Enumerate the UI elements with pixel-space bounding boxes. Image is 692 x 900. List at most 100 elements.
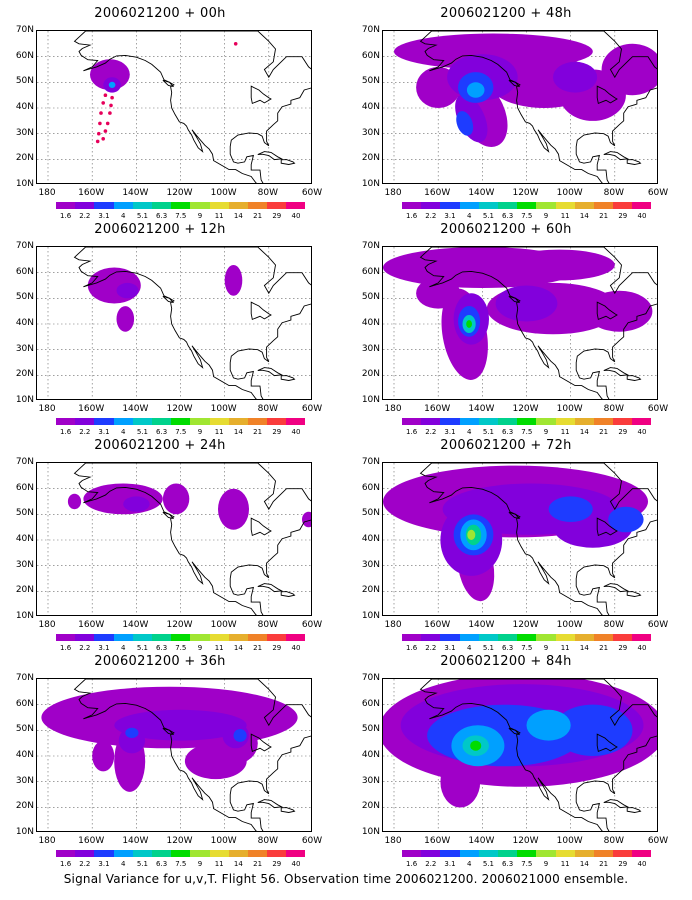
map-area — [36, 462, 312, 616]
latitude-label: 20N — [15, 153, 34, 164]
colorbar-label: 6.3 — [502, 860, 514, 868]
colorbar-swatch — [286, 418, 306, 425]
colorbar-swatch — [459, 202, 479, 209]
longitude-label: 80W — [257, 836, 279, 846]
observation-point — [105, 121, 110, 126]
map-area — [382, 462, 658, 616]
variance-map — [383, 31, 657, 183]
latitude-label: 70N — [15, 241, 34, 251]
latitude-label: 50N — [361, 76, 380, 87]
colorbar-swatch — [75, 634, 95, 641]
colorbar-swatch — [209, 202, 229, 209]
map-panel: 2006021200 + 72h 70N 60N 50N 40N 30N 20N 10N 180… — [346, 438, 668, 652]
colorbar-label: 11 — [214, 644, 224, 652]
colorbar-label: 21 — [253, 644, 263, 652]
colorbar-label: 40 — [637, 860, 647, 868]
longitude-label: 60W — [647, 404, 669, 414]
longitude-label: 160W — [78, 188, 105, 198]
longitude-label: 160W — [78, 620, 105, 630]
colorbar-label: 5.1 — [482, 860, 494, 868]
longitude-label: 180 — [38, 836, 56, 846]
map-panel: 2006021200 + 48h 70N 60N 50N 40N 30N 20N 10N 180… — [346, 6, 668, 220]
panel-title: 2006021200 + 84h — [440, 654, 572, 669]
longitude-label: 180 — [38, 188, 56, 198]
colorbar-swatch — [459, 634, 479, 641]
colorbar-label: 21 — [599, 212, 609, 220]
colorbar-swatch — [132, 634, 152, 641]
colorbar-swatch — [94, 634, 114, 641]
colorbar-swatch — [517, 418, 537, 425]
latitude-label: 40N — [361, 318, 380, 328]
colorbar-label: 9 — [197, 212, 203, 220]
colorbar-label: 2.2 — [425, 428, 437, 436]
longitude-label: 100W — [556, 404, 583, 414]
colorbar-swatch — [94, 850, 114, 857]
observation-point — [98, 121, 102, 126]
colorbar-swatch — [267, 202, 287, 209]
latitude-label: 20N — [15, 801, 34, 812]
longitude-label: 140W — [122, 836, 149, 846]
colorbar-swatch — [402, 202, 422, 209]
colorbar-swatch — [440, 418, 460, 425]
colorbar-swatch — [228, 634, 248, 641]
colorbar-swatch — [267, 418, 287, 425]
longitude-label: 120W — [512, 404, 539, 414]
colorbar-swatch — [440, 634, 460, 641]
colorbar-label: 40 — [291, 212, 301, 220]
colorbar-swatch — [171, 850, 191, 857]
longitude-label: 120W — [166, 404, 193, 414]
colorbar-swatch — [632, 202, 652, 209]
latitude-label: 50N — [361, 292, 380, 303]
colorbar-swatch — [421, 850, 441, 857]
latitude-label: 70N — [15, 25, 34, 35]
longitude-label: 100W — [210, 404, 237, 414]
colorbar-label: 5.1 — [136, 860, 148, 868]
colorbar-label: 1.6 — [60, 428, 72, 436]
colorbar-swatch — [56, 202, 76, 209]
colorbar-swatch — [478, 850, 498, 857]
colorbar — [402, 850, 652, 857]
latitude-label: 30N — [15, 775, 34, 786]
colorbar-swatch — [421, 202, 441, 209]
colorbar-swatch — [555, 418, 575, 425]
observation-point — [103, 129, 108, 133]
map-area — [36, 246, 312, 400]
colorbar-swatch — [555, 634, 575, 641]
colorbar-label: 29 — [618, 860, 628, 868]
observation-point — [97, 131, 101, 136]
latitude-label: 20N — [15, 585, 34, 596]
colorbar-label: 6.3 — [502, 428, 514, 436]
longitude-label: 120W — [166, 836, 193, 846]
longitude-label: 80W — [603, 404, 625, 414]
colorbar-label: 21 — [253, 860, 263, 868]
colorbar-label: 11 — [560, 860, 570, 868]
colorbar-swatch — [574, 418, 594, 425]
colorbar — [56, 850, 306, 857]
colorbar-label: 9 — [197, 428, 203, 436]
colorbar-swatch — [613, 850, 633, 857]
colorbar-label: 9 — [543, 212, 549, 220]
observation-point — [109, 103, 113, 108]
latitude-label: 10N — [15, 827, 34, 837]
colorbar-label: 2.2 — [79, 860, 91, 868]
colorbar — [402, 634, 652, 641]
colorbar-swatch — [113, 202, 133, 209]
latitude-label: 10N — [361, 179, 380, 189]
colorbar-swatch — [247, 202, 268, 209]
latitude-label: 30N — [361, 343, 380, 354]
longitude-label: 140W — [122, 620, 149, 630]
colorbar-label: 1.6 — [60, 644, 72, 652]
variance-map — [383, 679, 657, 831]
colorbar-label: 1.6 — [406, 860, 418, 868]
colorbar-label: 29 — [272, 212, 282, 220]
colorbar-label: 9 — [197, 860, 203, 868]
colorbar-swatch — [593, 634, 614, 641]
colorbar-swatch — [228, 850, 248, 857]
map-area — [382, 246, 658, 400]
latitude-label: 50N — [15, 292, 34, 303]
panel-title: 2006021200 + 36h — [94, 654, 226, 669]
latitude-label: 10N — [361, 827, 380, 837]
latitude-label: 10N — [15, 395, 34, 405]
longitude-label: 100W — [556, 620, 583, 630]
latitude-label: 60N — [361, 266, 380, 277]
